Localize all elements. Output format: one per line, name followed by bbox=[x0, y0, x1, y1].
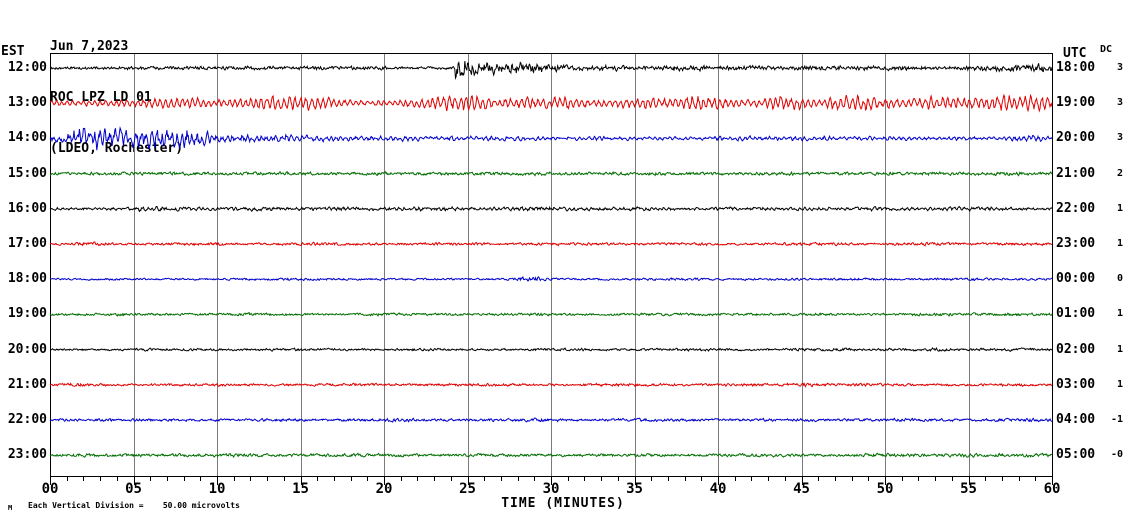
x-tick-label: 55 bbox=[960, 481, 977, 497]
utc-time-label: 03:00 bbox=[1056, 376, 1096, 392]
est-time-label: 15:00 bbox=[7, 165, 47, 181]
trace-2000-est bbox=[49, 347, 1053, 352]
trace-2200-est bbox=[49, 417, 1053, 423]
x-tick-label: 05 bbox=[125, 481, 142, 497]
utc-time-label: 18:00 bbox=[1056, 60, 1096, 75]
dc-value: 1 bbox=[1116, 308, 1123, 320]
est-time-label: 19:00 bbox=[7, 306, 47, 322]
x-tick-label: 30 bbox=[542, 481, 560, 497]
dc-value: 3 bbox=[1116, 62, 1123, 73]
utc-time-label: 21:00 bbox=[1056, 165, 1096, 181]
est-time-label: 22:00 bbox=[7, 412, 47, 427]
x-tick-label: 10 bbox=[208, 481, 226, 497]
trace-1700-est bbox=[49, 241, 1053, 247]
utc-time-label: 01:00 bbox=[1056, 306, 1096, 322]
x-tick-label: 00 bbox=[41, 481, 59, 497]
x-tick-label: 20 bbox=[375, 481, 393, 497]
est-time-label: 14:00 bbox=[7, 130, 47, 146]
trace-2300-est bbox=[49, 452, 1053, 459]
x-tick-label: 60 bbox=[1043, 481, 1061, 497]
header-date: Jun 7,2023 bbox=[50, 39, 129, 54]
trace-1500-est bbox=[49, 170, 1053, 177]
utc-time-label: 04:00 bbox=[1056, 412, 1096, 427]
dc-value: 1 bbox=[1116, 238, 1123, 249]
est-time-label: 13:00 bbox=[7, 95, 47, 111]
dc-value: 3 bbox=[1116, 97, 1123, 109]
scale-note: Each Vertical Division = 50.00 microvolt… bbox=[28, 501, 240, 510]
dc-value: -1 bbox=[1110, 414, 1123, 425]
trace-1900-est bbox=[49, 311, 1053, 317]
est-time-label: 18:00 bbox=[7, 271, 47, 287]
right-axis-label: UTC bbox=[1063, 46, 1087, 61]
x-tick-label: 40 bbox=[709, 481, 727, 497]
dc-value: 1 bbox=[1116, 202, 1123, 214]
trace-1800-est bbox=[49, 276, 1053, 282]
utc-time-label: 22:00 bbox=[1056, 200, 1096, 216]
utc-time-label: 19:00 bbox=[1056, 95, 1096, 111]
x-tick-label: 50 bbox=[876, 481, 894, 497]
utc-time-label: 05:00 bbox=[1056, 447, 1096, 463]
utc-time-label: 00:00 bbox=[1056, 271, 1096, 287]
trace-1600-est bbox=[49, 205, 1053, 213]
est-time-label: 21:00 bbox=[7, 376, 47, 392]
dc-value: 3 bbox=[1116, 132, 1123, 144]
dc-column-label: DC bbox=[1100, 44, 1113, 55]
est-time-label: 16:00 bbox=[7, 200, 47, 216]
left-axis-label: EST bbox=[1, 44, 25, 59]
est-time-label: 17:00 bbox=[7, 236, 47, 251]
dc-value: -0 bbox=[1110, 449, 1123, 461]
corner-glyph: M bbox=[8, 504, 13, 512]
x-tick-label: 25 bbox=[459, 481, 476, 497]
x-tick-label: 35 bbox=[626, 481, 643, 497]
trace-1200-est bbox=[49, 61, 1053, 80]
est-time-label: 20:00 bbox=[7, 341, 47, 357]
dc-value: 0 bbox=[1116, 273, 1123, 285]
utc-time-label: 02:00 bbox=[1056, 341, 1096, 357]
est-time-label: 12:00 bbox=[7, 60, 47, 75]
utc-time-label: 23:00 bbox=[1056, 236, 1096, 251]
x-tick-label: 15 bbox=[292, 481, 309, 497]
dc-value: 1 bbox=[1116, 378, 1123, 390]
dc-value: 1 bbox=[1116, 343, 1123, 355]
est-time-label: 23:00 bbox=[7, 447, 47, 463]
x-tick-label: 45 bbox=[793, 481, 810, 497]
utc-time-label: 20:00 bbox=[1056, 130, 1096, 146]
dc-value: 2 bbox=[1116, 167, 1123, 179]
trace-1300-est bbox=[49, 93, 1053, 113]
x-axis-title: TIME (MINUTES) bbox=[501, 496, 625, 511]
trace-1400-est bbox=[49, 126, 1053, 151]
trace-2100-est bbox=[49, 382, 1053, 388]
